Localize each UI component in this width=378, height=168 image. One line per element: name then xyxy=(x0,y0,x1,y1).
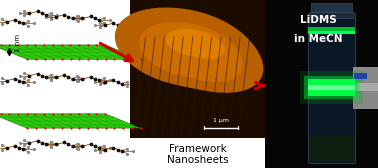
Bar xyxy=(308,31,355,34)
Text: Framework: Framework xyxy=(169,144,226,154)
Bar xyxy=(310,12,353,18)
Bar xyxy=(311,3,352,12)
Bar xyxy=(130,0,265,138)
Polygon shape xyxy=(0,114,141,128)
Bar xyxy=(353,83,378,91)
Polygon shape xyxy=(115,8,263,93)
Bar xyxy=(130,0,265,138)
Bar xyxy=(354,73,367,79)
Text: 1 μm: 1 μm xyxy=(213,118,229,123)
Text: Nanosheets: Nanosheets xyxy=(167,155,228,165)
Bar xyxy=(353,67,378,108)
Polygon shape xyxy=(0,45,141,59)
Bar xyxy=(308,13,355,163)
Bar xyxy=(308,27,355,34)
Bar xyxy=(130,138,265,168)
Bar xyxy=(304,76,359,99)
Polygon shape xyxy=(165,29,225,59)
Bar xyxy=(300,71,363,104)
Bar xyxy=(308,85,355,90)
Bar xyxy=(309,136,354,161)
Text: 1 nm: 1 nm xyxy=(15,34,21,52)
Text: in MeCN: in MeCN xyxy=(294,34,342,44)
Bar xyxy=(0,0,130,168)
Text: LiDMS: LiDMS xyxy=(299,15,336,25)
Bar xyxy=(265,0,378,168)
Polygon shape xyxy=(139,22,243,82)
Bar xyxy=(308,79,355,96)
